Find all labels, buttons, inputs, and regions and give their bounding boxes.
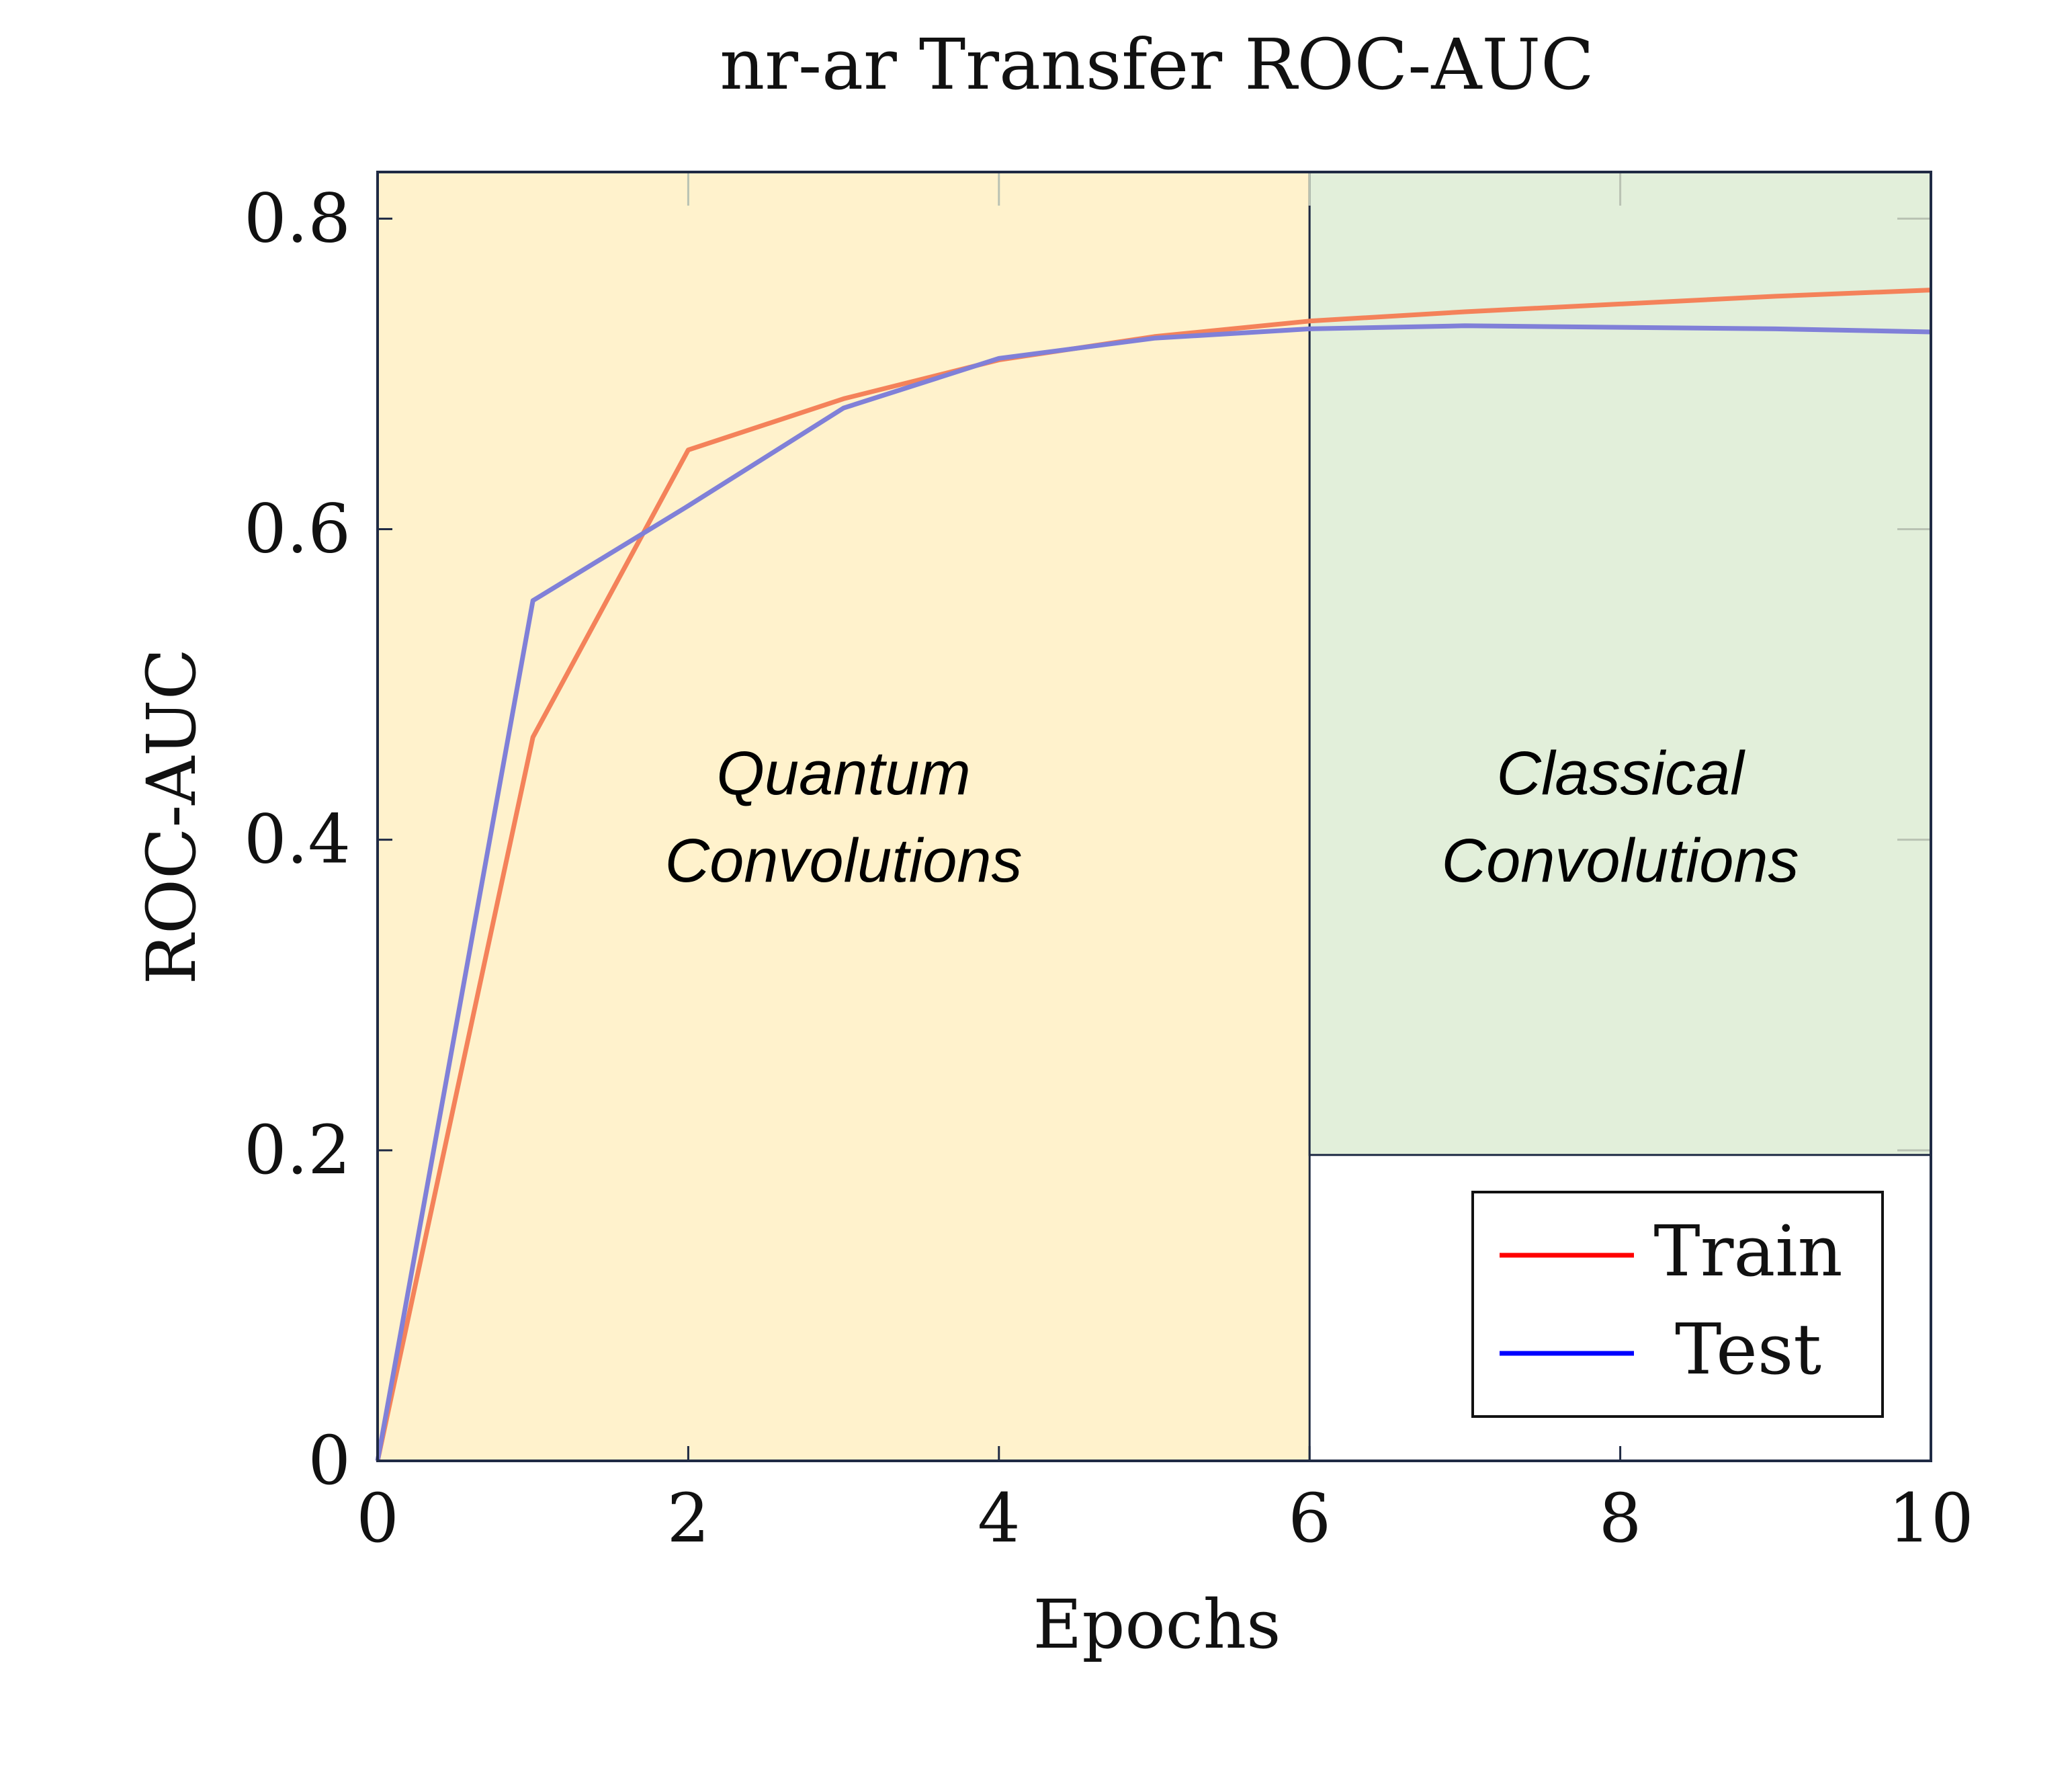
- region-label-0-line1: Quantum: [716, 739, 970, 808]
- regions-layer: Quantum Convolutions Classical Convolutions: [376, 171, 1932, 1462]
- region-label-1-line2: Convolutions: [1442, 827, 1799, 895]
- x-tick-label-4: 8: [1599, 1479, 1642, 1558]
- plot-frame: [376, 171, 1932, 1462]
- legend-label-train: Train: [1653, 1210, 1842, 1292]
- region-1: [1308, 171, 1932, 1156]
- y-tick-label-1: 0.2: [244, 1111, 351, 1189]
- y-tick-label-2: 0.4: [244, 800, 351, 879]
- x-tick-label-1: 2: [667, 1479, 710, 1558]
- x-tick-label-2: 4: [978, 1479, 1021, 1558]
- y-tick-label-4: 0.8: [244, 179, 351, 257]
- legend-label-test: Test: [1675, 1308, 1821, 1390]
- x-tick-label-0: 0: [356, 1479, 399, 1558]
- tick-layer: 0 2 4 6 8 10 0 0.2 0.4 0.6 0.8: [244, 179, 1974, 1558]
- legend-box: [1471, 1191, 1884, 1418]
- x-axis-label: Epochs: [1033, 1585, 1281, 1664]
- legend: Train Test: [1471, 1191, 1884, 1418]
- series-line-test: [375, 323, 1932, 1462]
- y-axis-label: ROC-AUC: [132, 648, 211, 985]
- region-0: [376, 171, 1311, 1462]
- y-tick-label-0: 0: [308, 1421, 351, 1500]
- chart-title: nr-ar Transfer ROC-AUC: [720, 24, 1594, 105]
- region-label-1-line1: Classical: [1497, 739, 1746, 808]
- region-label-0-line2: Convolutions: [665, 827, 1023, 895]
- y-tick-label-3: 0.6: [244, 489, 351, 568]
- x-tick-label-3: 6: [1288, 1479, 1331, 1558]
- series-layer: [375, 288, 1932, 1462]
- x-tick-label-5: 10: [1888, 1479, 1973, 1558]
